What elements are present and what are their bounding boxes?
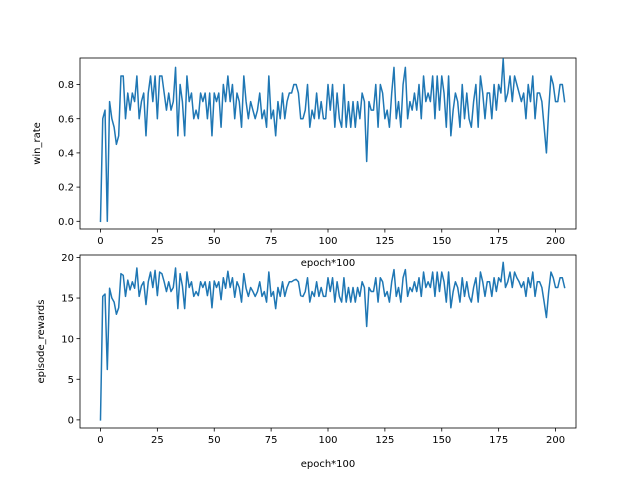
win-rate-x-tick-label: 100	[318, 236, 337, 247]
episode-rewards-y-tick-label: 15	[61, 294, 74, 305]
win-rate-x-tick-label: 0	[97, 236, 103, 247]
win-rate-y-tick-label: 0.4	[58, 149, 74, 160]
episode-rewards-y-tick-label: 10	[61, 334, 74, 345]
win-rate-y-tick-label: 0.2	[58, 183, 74, 194]
episode-rewards-y-axis-label: episode_rewards	[36, 300, 47, 384]
episode-rewards-x-axis-label: epoch*100	[301, 459, 356, 470]
win-rate-y-tick-label: 0.0	[58, 217, 74, 228]
episode-rewards-y-tick-label: 5	[68, 375, 74, 386]
episode-rewards-x-tick-label: 75	[265, 435, 278, 446]
win-rate-x-tick-label: 200	[546, 236, 565, 247]
win-rate-x-axis-label: epoch*100	[301, 258, 356, 269]
episode-rewards-x-tick-label: 175	[489, 435, 508, 446]
win-rate-y-axis-label: win_rate	[32, 122, 43, 165]
episode-rewards-x-tick-label: 150	[432, 435, 451, 446]
episode-rewards-axes: 0 5 10 15 20 0 25 50 75 100 125 150 175 200 epoch*10…	[36, 253, 577, 470]
win-rate-x-ticks: 0 25 50 75 100 125 150 175 200	[97, 229, 565, 247]
episode-rewards-x-ticks: 0 25 50 75 100 125 150 175 200	[97, 428, 565, 446]
win-rate-x-tick-label: 75	[265, 236, 278, 247]
win-rate-y-tick-label: 0.6	[58, 114, 74, 125]
win-rate-x-tick-label: 150	[432, 236, 451, 247]
win-rate-axes: 0.0 0.2 0.4 0.6 0.8 0 25 50 75 100 125 150 175 200 e…	[32, 57, 577, 269]
episode-rewards-x-tick-label: 200	[546, 435, 565, 446]
episode-rewards-x-tick-label: 25	[151, 435, 164, 446]
win-rate-x-tick-label: 125	[375, 236, 394, 247]
episode-rewards-series-line	[99, 261, 566, 421]
win-rate-y-ticks: 0.0 0.2 0.4 0.6 0.8	[58, 80, 80, 228]
episode-rewards-x-tick-label: 50	[208, 435, 221, 446]
win-rate-y-tick-label: 0.8	[58, 80, 74, 91]
episode-rewards-x-tick-label: 125	[375, 435, 394, 446]
win-rate-x-tick-label: 50	[208, 236, 221, 247]
episode-rewards-y-ticks: 0 5 10 15 20	[61, 253, 80, 426]
episode-rewards-x-tick-label: 0	[97, 435, 103, 446]
episode-rewards-y-tick-label: 20	[61, 253, 74, 264]
episode-rewards-y-tick-label: 0	[68, 415, 74, 426]
win-rate-series-line	[99, 58, 566, 223]
win-rate-x-tick-label: 25	[151, 236, 164, 247]
episode-rewards-x-tick-label: 100	[318, 435, 337, 446]
win-rate-x-tick-label: 175	[489, 236, 508, 247]
